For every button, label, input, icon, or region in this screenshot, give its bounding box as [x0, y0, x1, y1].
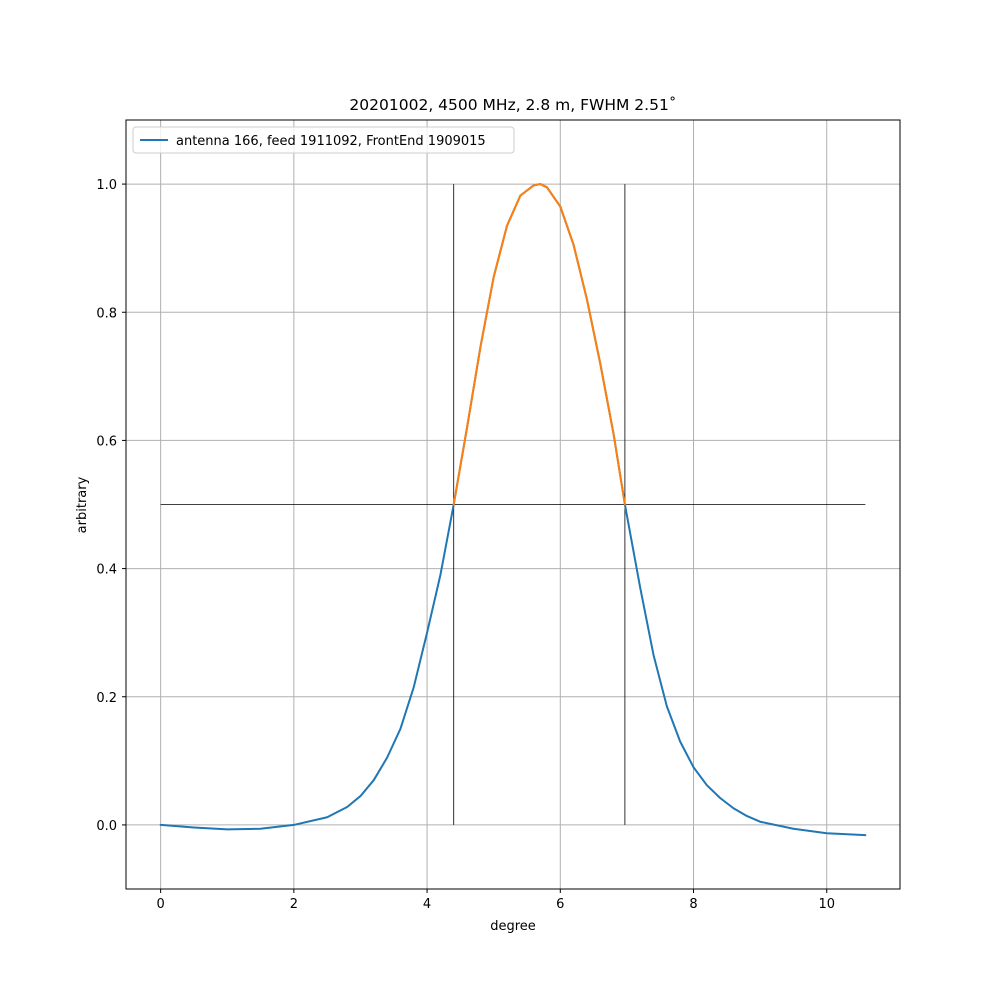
x-tick-label: 0 [156, 897, 164, 912]
series-lines [159, 183, 867, 837]
x-tick-label: 4 [423, 897, 431, 912]
y-tick-label: 1.0 [96, 178, 117, 193]
legend: antenna 166, feed 1911092, FrontEnd 1909… [132, 126, 515, 154]
x-tick-label: 8 [689, 897, 697, 912]
legend-entry-label: antenna 166, feed 1911092, FrontEnd 1909… [176, 134, 486, 149]
plot-area-frame [125, 119, 901, 890]
y-tick-label: 0.6 [96, 434, 117, 449]
y-tick-label: 0.0 [96, 819, 117, 834]
x-tick-label: 2 [290, 897, 298, 912]
y-tick-label: 0.8 [96, 306, 117, 321]
x-axis-label: degree [490, 919, 536, 934]
legend-box [132, 126, 515, 154]
y-tick-label: 0.2 [96, 691, 117, 706]
chart-title: 20201002, 4500 MHz, 2.8 m, FWHM 2.51˚ [349, 96, 676, 114]
y-axis-label: arbitrary [75, 476, 90, 533]
axis-ticks: 0 2 4 6 8 10 0.0 0.2 0.4 0.6 0.8 1.0 [96, 178, 835, 912]
x-tick-label: 6 [556, 897, 564, 912]
y-tick-label: 0.4 [96, 563, 117, 578]
fwhm-segment-line [452, 183, 626, 506]
x-tick-label: 10 [818, 897, 835, 912]
